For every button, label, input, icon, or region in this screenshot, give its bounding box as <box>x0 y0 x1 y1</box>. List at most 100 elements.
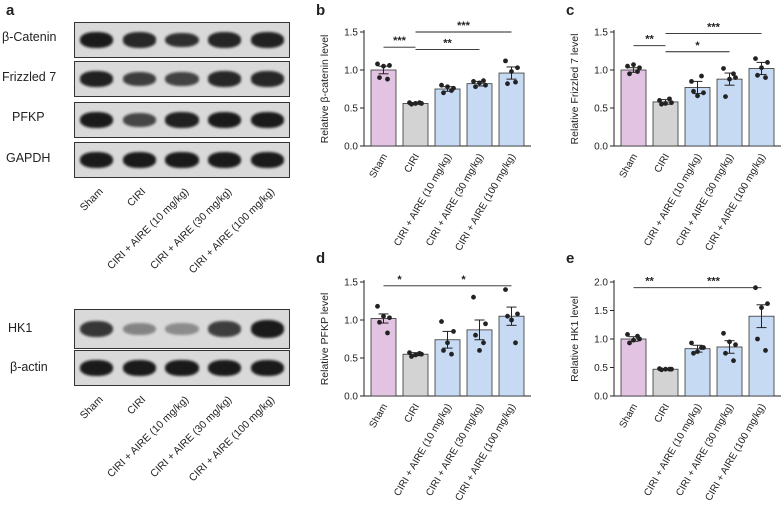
data-point <box>445 84 450 90</box>
data-point <box>659 367 664 373</box>
blot-band <box>250 152 285 168</box>
blot-band <box>165 112 199 128</box>
bar <box>652 368 679 397</box>
data-point <box>691 350 696 356</box>
significance-label: *** <box>457 20 471 32</box>
lane-label: CIRI + AIRE (30 mg/kg) <box>147 185 235 273</box>
data-point <box>375 303 380 309</box>
y-tick-label: 1.0 <box>594 335 608 346</box>
y-tick-label: 0.0 <box>594 142 608 153</box>
y-tick-label: 0.0 <box>344 392 358 403</box>
data-point <box>765 60 770 65</box>
blot-band <box>79 112 114 128</box>
data-point <box>753 56 758 61</box>
data-point <box>509 69 514 74</box>
data-point <box>627 340 632 346</box>
data-point <box>663 366 668 372</box>
chart-c: Relative Frizzled 7 level 0.0 0.5 1.0 1.5 Sha… <box>569 22 781 253</box>
data-point <box>625 63 630 69</box>
bar <box>716 346 743 397</box>
bar <box>434 88 461 147</box>
x-tick-label: CIRI <box>653 402 673 425</box>
data-point <box>657 98 662 103</box>
data-point <box>625 332 630 337</box>
blot-band <box>122 322 156 336</box>
x-tick-label: Sham <box>618 152 641 180</box>
significance-label: *** <box>707 276 721 288</box>
data-point <box>763 75 768 80</box>
significance-label: * <box>695 40 700 52</box>
data-point <box>375 61 380 67</box>
data-point <box>407 350 412 356</box>
y-tick-label: 1.5 <box>594 28 608 39</box>
panel-letter-c: c <box>566 2 575 19</box>
data-point <box>515 65 520 71</box>
blot-band <box>122 360 156 376</box>
data-point <box>755 336 760 342</box>
data-point <box>385 76 390 82</box>
blot-band <box>208 152 242 168</box>
blot-band <box>208 112 242 128</box>
lane-label: CIRI + AIRE (10 mg/kg) <box>104 393 192 481</box>
data-point <box>689 340 694 346</box>
x-tick-label: CIRI + AIRE (100 mg/kg) <box>703 402 768 503</box>
data-point <box>699 345 704 350</box>
data-point <box>417 100 422 106</box>
panel-letter-a: a <box>6 2 15 19</box>
data-point <box>471 294 476 300</box>
lane-label: Sham <box>77 393 106 422</box>
data-point <box>513 340 518 346</box>
data-point <box>505 313 510 319</box>
data-point <box>659 101 664 107</box>
y-tick-label: 0.0 <box>344 142 358 153</box>
data-point <box>449 351 454 357</box>
blot-beta-actin <box>74 350 290 386</box>
blot-band <box>79 360 114 376</box>
data-point <box>509 317 514 323</box>
data-point <box>631 62 636 68</box>
data-point <box>377 75 382 80</box>
data-point <box>759 65 764 71</box>
data-point <box>667 366 672 372</box>
blot-band <box>250 112 285 128</box>
data-point <box>721 66 726 71</box>
blot-band <box>79 71 114 87</box>
bar <box>466 329 493 397</box>
data-point <box>723 350 728 356</box>
data-point <box>731 358 736 364</box>
x-tick-label: CIRI + AIRE (100 mg/kg) <box>453 152 518 253</box>
blot-band <box>122 32 156 48</box>
bar <box>466 83 493 147</box>
x-tick-label: CIRI <box>403 152 423 175</box>
x-tick-label: CIRI + AIRE (30 mg/kg) <box>674 152 736 248</box>
data-point <box>631 337 636 343</box>
blot-label-beta-catenin: β-Catenin <box>2 30 57 44</box>
x-tick-label: CIRI + AIRE (100 mg/kg) <box>703 152 768 253</box>
data-point <box>445 340 450 346</box>
y-axis-label: Relative HK1 level <box>569 296 581 382</box>
lane-label: CIRI + AIRE (100 mg/kg) <box>186 185 277 277</box>
significance-label: *** <box>393 35 407 47</box>
blot-band <box>79 32 114 48</box>
data-point <box>471 79 476 84</box>
blot-band <box>250 71 285 87</box>
blot-gapdh <box>74 142 290 178</box>
data-point <box>481 340 486 346</box>
data-point <box>701 90 706 96</box>
x-tick-label: CIRI <box>403 402 423 425</box>
panel-letter-b: b <box>316 2 326 19</box>
blot-band <box>250 32 285 48</box>
significance-label: * <box>397 274 402 286</box>
data-point <box>441 348 446 353</box>
chart-b: Relative β-catenin level 0.0 0.5 1.0 1.5 Sham… <box>319 20 531 253</box>
bar <box>620 69 647 147</box>
blot-band <box>79 152 114 168</box>
blot-label-pfkp: PFKP <box>12 110 45 124</box>
data-point <box>695 93 700 99</box>
significance-label: ** <box>645 276 654 288</box>
x-tick-label: CIRI + AIRE (10 mg/kg) <box>642 402 704 498</box>
lane-label: Sham <box>77 185 106 214</box>
x-tick-label: CIRI + AIRE (30 mg/kg) <box>674 402 736 498</box>
lane-label: CIRI <box>125 185 149 210</box>
data-point <box>695 349 700 354</box>
